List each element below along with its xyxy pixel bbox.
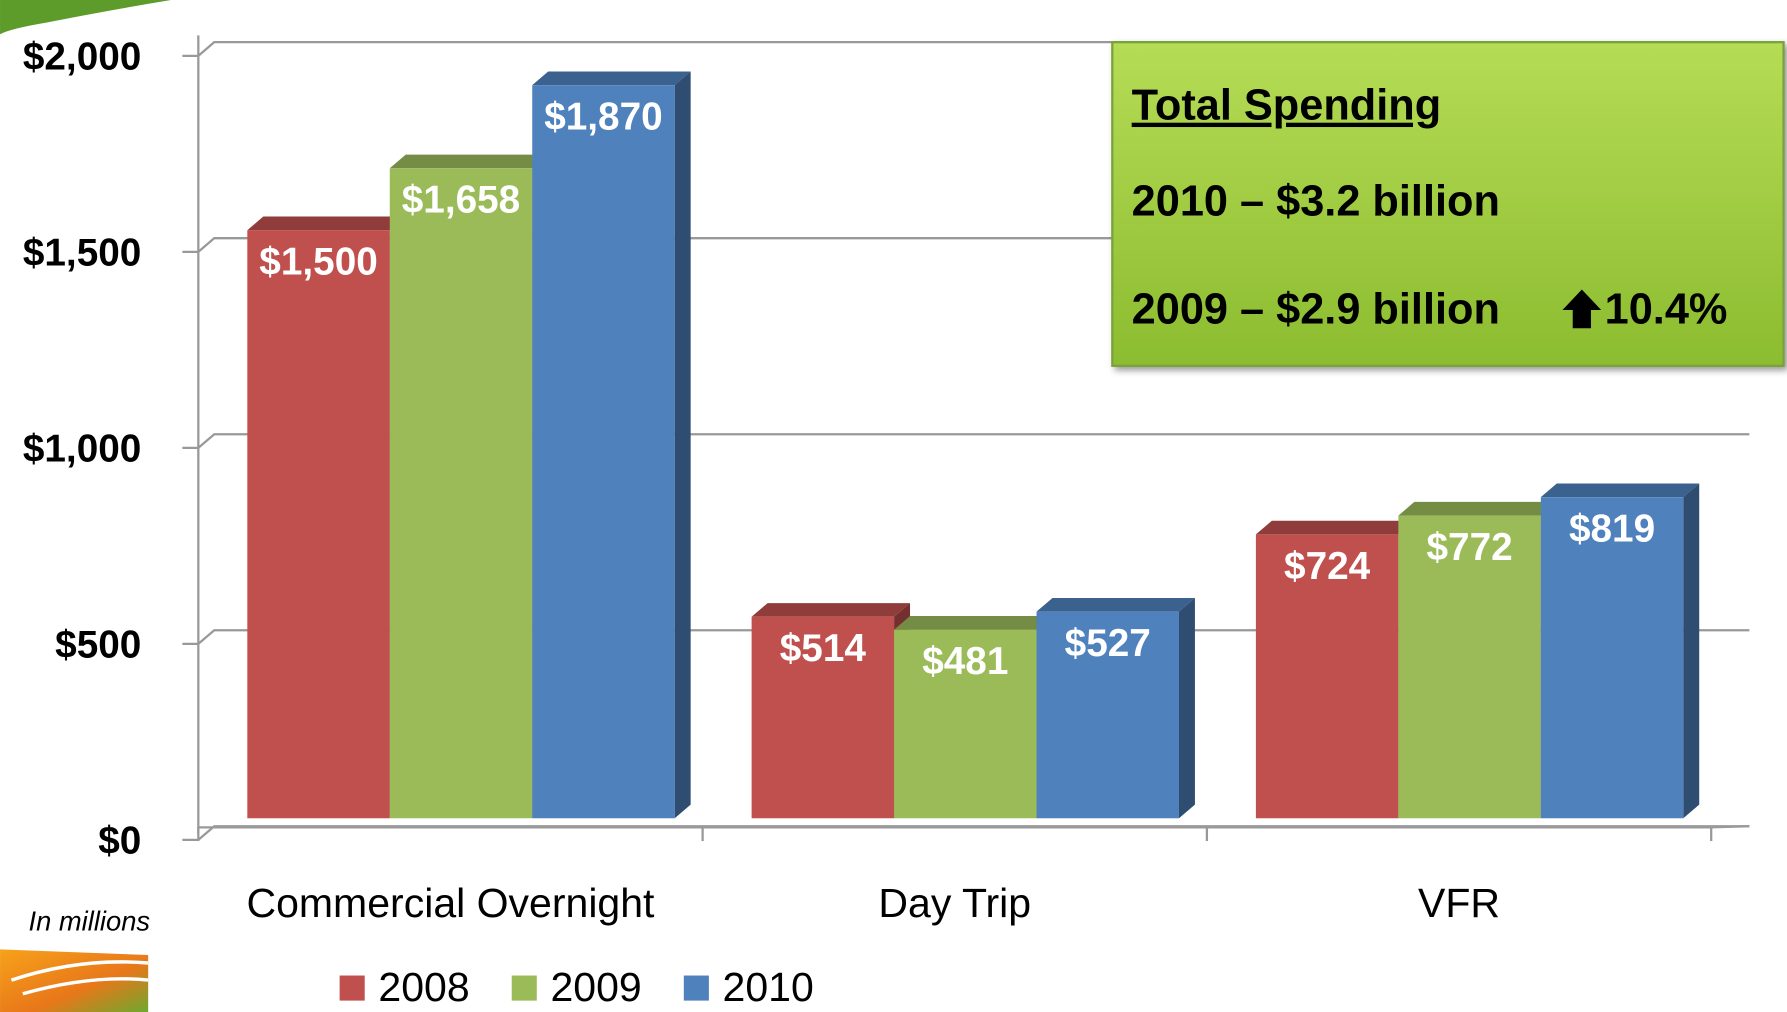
value-label: $1,658 — [402, 179, 520, 222]
bar — [1398, 515, 1541, 819]
bar-side — [1178, 597, 1195, 819]
y-tick-label: $2,000 — [23, 35, 141, 78]
x-tick-label: Day Trip — [878, 880, 1031, 926]
bar — [247, 230, 390, 819]
logo-stripes — [10, 960, 149, 996]
grid-line — [182, 41, 1750, 57]
value-label: $527 — [1065, 622, 1151, 665]
legend-label: 2010 — [723, 964, 814, 1010]
x-tick-label: VFR — [1418, 880, 1500, 926]
bar-side — [1683, 483, 1700, 819]
bar-top — [389, 154, 549, 169]
bar — [894, 629, 1037, 819]
annotation-change: 10.4% — [1605, 286, 1728, 334]
note: In millions — [29, 905, 151, 936]
value-label: $724 — [1284, 545, 1371, 588]
legend-swatch — [511, 975, 537, 1001]
logo-corner — [0, 0, 171, 35]
bar-top — [1036, 597, 1195, 612]
annotation-title: Total Spending — [1132, 82, 1441, 130]
x-tick-label: Commercial Overnight — [246, 880, 655, 926]
logo — [0, 949, 149, 1012]
bar-top — [532, 71, 691, 86]
floor — [198, 825, 1750, 829]
bar — [751, 616, 895, 819]
y-tick-label: $0 — [98, 820, 141, 863]
bar-top — [894, 616, 1053, 630]
value-label: $514 — [780, 627, 867, 670]
legend-label: 2008 — [378, 964, 469, 1010]
bar-top — [1398, 501, 1557, 516]
annotation-line: 2010 – $3.2 billion — [1132, 177, 1500, 225]
value-label: $819 — [1569, 508, 1655, 551]
bar-side — [674, 71, 691, 819]
annotation-box — [1111, 41, 1785, 367]
legend-swatch — [339, 975, 365, 1001]
annotation-line: 2009 – $2.9 billion — [1132, 286, 1500, 334]
bar — [1540, 497, 1684, 819]
value-label: $1,870 — [544, 96, 662, 139]
y-tick-label: $1,000 — [23, 428, 141, 471]
bar — [1036, 611, 1179, 819]
value-label: $772 — [1427, 526, 1513, 569]
grid-line — [182, 433, 1750, 450]
bar-top — [751, 603, 911, 617]
bar — [532, 85, 675, 819]
bar — [389, 168, 533, 819]
y-tick-label: $1,500 — [23, 232, 141, 275]
value-label: $1,500 — [259, 241, 377, 284]
bar-top — [1540, 483, 1700, 498]
bar-top — [247, 216, 406, 231]
grid-line — [182, 237, 1750, 253]
value-label: $481 — [922, 640, 1008, 683]
legend-swatch — [683, 975, 709, 1001]
up-arrow — [1562, 289, 1602, 329]
y-tick-label: $500 — [55, 624, 141, 667]
bar-top — [1255, 520, 1415, 535]
bar — [1255, 534, 1399, 819]
legend-label: 2009 — [550, 964, 641, 1010]
